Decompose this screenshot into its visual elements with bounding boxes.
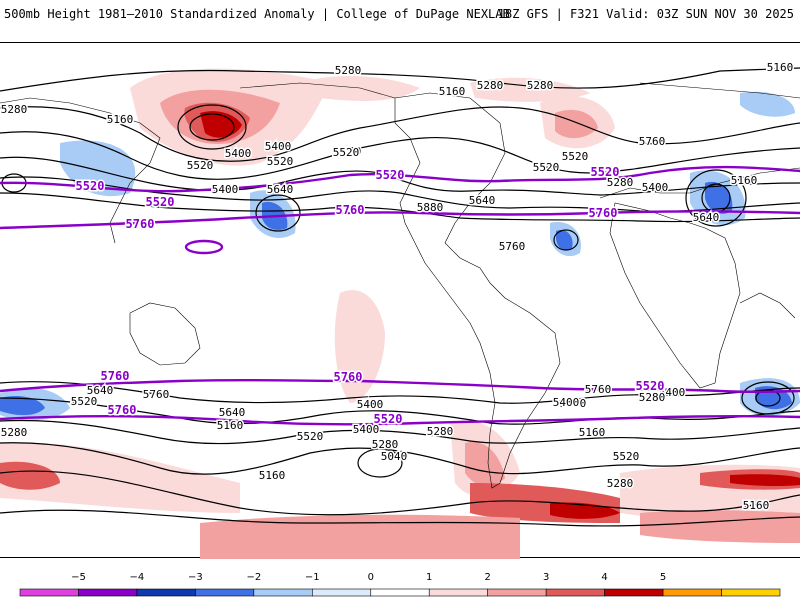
height-contours (0, 67, 800, 527)
height-contour-label: 5880 (417, 201, 444, 214)
reference-contour-label: 5760 (589, 206, 618, 220)
reference-contour-label: 5760 (101, 369, 130, 383)
header: 500mb Height 1981–2010 Standardized Anom… (0, 0, 800, 30)
height-contour-label: 5760 (585, 383, 612, 396)
height-contour-label: 5640 (693, 211, 720, 224)
height-contour-label: 5160 (259, 469, 286, 482)
height-contour-label: 5280 (607, 176, 634, 189)
height-contour-label: 5640 (219, 406, 246, 419)
colorbar-tick-label: 5 (659, 572, 667, 583)
height-contour-label: 5280 (335, 145, 362, 158)
height-contour-label: 5640 (267, 183, 294, 196)
height-contour-label: 5160 (767, 61, 794, 74)
reference-contour-label: 5520 (76, 179, 105, 193)
reference-contour-label: 5520 (636, 379, 665, 393)
height-contour-label: 5280 (527, 79, 554, 92)
reference-contours (0, 165, 800, 426)
height-contour-label: 5400 (659, 386, 686, 399)
height-contour-label: 5520 (71, 395, 98, 408)
colorbar-bin (136, 588, 196, 597)
height-contour-label: 5400 (212, 183, 239, 196)
height-contour-label: 5280 (427, 425, 454, 438)
anomaly-colorbar: −5 −4 −3 −2 −1 0 1 2 3 4 5 (0, 572, 800, 600)
colorbar-bin (195, 588, 255, 597)
height-contour-label: 5400 (265, 140, 292, 153)
height-contour-label: 5280 (477, 79, 504, 92)
height-contour-label: 5400 (353, 423, 380, 436)
height-contour-label: 5160 (579, 426, 606, 439)
colorbar-tick-label: −3 (188, 572, 203, 583)
anomaly-shading (0, 68, 800, 559)
reference-contour-label: 5760 (126, 217, 155, 231)
height-contour-label: 5760 (499, 240, 526, 253)
reference-contour-label: 5760 (108, 403, 137, 417)
colorbar-bin (721, 588, 781, 597)
height-contour-label: 5760 (143, 388, 170, 401)
colorbar-bin (604, 588, 664, 597)
colorbar-bin (253, 588, 313, 597)
colorbar-bins (19, 588, 781, 597)
colorbar-tick-label: −2 (246, 572, 262, 583)
height-contour-label: 5400 (642, 181, 669, 194)
height-contour-label: 5520 (297, 430, 324, 443)
colorbar-bin (487, 588, 547, 597)
height-contour-label: 5280 (607, 477, 634, 490)
height-contour-label: 5160 (743, 499, 770, 512)
height-contour-label: 5280 (1, 103, 28, 116)
coastlines (0, 82, 800, 489)
colorbar-tick-label: −1 (304, 572, 320, 583)
height-contour-label: 5040 (381, 450, 408, 463)
colorbar-bin (662, 588, 722, 597)
colorbar-bin (78, 588, 138, 597)
reference-contour-label: 5520 (374, 412, 403, 426)
height-contour-label: 5400 (357, 398, 384, 411)
colorbar-tick-label: 2 (484, 572, 491, 583)
height-contour-label: 5400 (553, 396, 580, 409)
colorbar-tick-label: −4 (129, 572, 145, 583)
height-contour-label: 5160 (107, 113, 134, 126)
map-panel[interactable]: 5280 5160 5280 5160 5280 5160 5280 5520 5400 5520… (0, 42, 800, 559)
height-contour-label: 5520 (533, 161, 560, 174)
height-contour-label: 5640 (87, 384, 114, 397)
reference-contour-label: 5520 (146, 195, 175, 209)
height-contour-label: 5400 (225, 147, 252, 160)
colorbar-bin (312, 588, 372, 597)
reference-contour-label: 5760 (334, 370, 363, 384)
map-title: 500mb Height 1981–2010 Standardized Anom… (4, 7, 510, 21)
reference-contour-label: 5760 (336, 203, 365, 217)
height-contour-label: 5160 (217, 419, 244, 432)
height-contour-label: 5160 (439, 85, 466, 98)
colorbar-bin (370, 588, 430, 597)
model-run-info: 18Z GFS | F321 Valid: 03Z SUN NOV 30 202… (497, 7, 794, 21)
height-contour-label: 5640 (560, 397, 587, 410)
height-contour-label: 5160 (731, 174, 758, 187)
height-contour-label: 5520 (267, 155, 294, 168)
height-contour-label: 5280 (372, 438, 399, 451)
height-contour-label: 5520 (613, 450, 640, 463)
colorbar-bin (428, 588, 488, 597)
height-contour-label: 5280 (1, 426, 28, 439)
colorbar-tick-label: −5 (71, 572, 86, 583)
reference-contour-label: 5520 (376, 168, 405, 182)
colorbar-bin (545, 588, 605, 597)
colorbar-tick-label: 3 (542, 572, 550, 583)
height-contour-label: 5520 (562, 150, 589, 163)
height-contour-label: 5760 (639, 135, 666, 148)
colorbar-tick-label: 1 (426, 572, 433, 583)
height-contour-label: 5280 (639, 391, 666, 404)
colorbar-tick-label: 4 (601, 572, 608, 583)
height-contour-label: 5520 (187, 159, 214, 172)
height-contour-label: 5640 (469, 194, 496, 207)
colorbar-tick-label: 0 (367, 572, 374, 583)
reference-contour-label: 5520 (591, 165, 620, 179)
height-contour-label: 5520 (333, 146, 360, 159)
colorbar-bin (19, 588, 79, 597)
height-contour-label: 5280 (335, 64, 362, 77)
